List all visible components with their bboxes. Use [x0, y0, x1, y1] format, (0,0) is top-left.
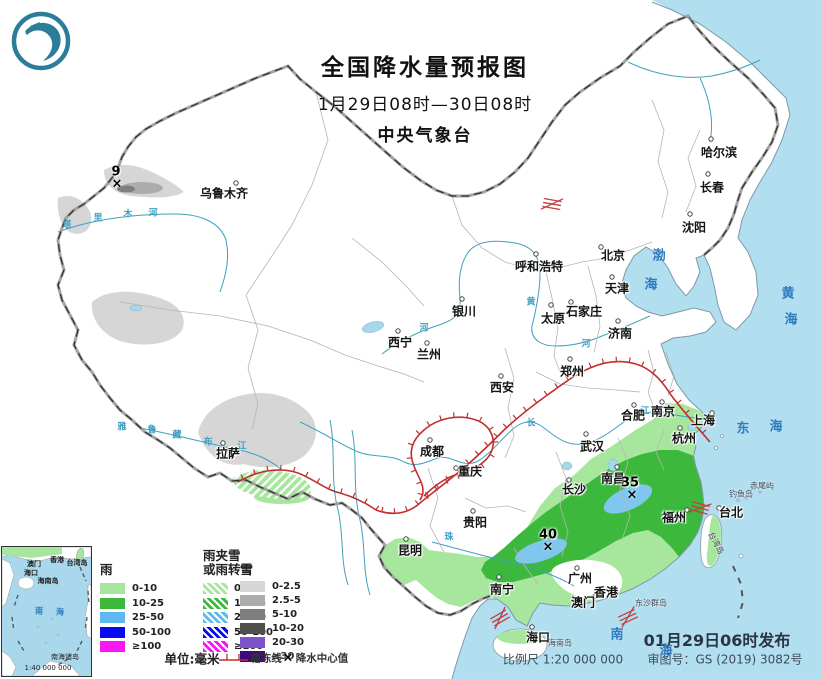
cma-logo — [11, 11, 71, 71]
legend-swatch — [240, 609, 265, 620]
legend-range-label: 10-20 — [272, 623, 304, 634]
legend-range-label: 0-10 — [132, 583, 158, 594]
nine-dash-line — [732, 565, 745, 619]
city-dot — [709, 410, 715, 416]
city-dot — [659, 399, 665, 405]
legend-range-label: 20-30 — [272, 637, 304, 648]
city-dot — [716, 505, 722, 511]
city-dot — [583, 431, 589, 437]
city-dot — [684, 507, 690, 513]
city-dot — [395, 328, 401, 334]
red-hatch-symbol — [688, 501, 712, 515]
legend-column-title: 雨夹雪 — [203, 548, 241, 563]
city-dot — [566, 477, 572, 483]
legend-swatch — [100, 583, 125, 594]
legend-swatch — [240, 595, 265, 606]
city-dot — [533, 251, 539, 257]
legend-swatch — [100, 612, 125, 623]
city-dot — [611, 585, 617, 591]
agency-name: 中央气象台 — [377, 126, 473, 146]
islands — [492, 434, 762, 662]
red-hatch-symbol — [617, 606, 639, 628]
city-dot — [609, 274, 615, 280]
city-dot — [220, 440, 226, 446]
legend-range-label: 0-2.5 — [272, 581, 301, 592]
legend-swatch — [100, 627, 125, 638]
city-dot — [614, 464, 620, 470]
legend-range-label: 25-50 — [132, 612, 164, 623]
city-dot — [453, 465, 459, 471]
city-dot — [233, 180, 239, 186]
city-dot — [677, 425, 683, 431]
legend-column-title: 雪 — [240, 562, 253, 577]
legend-swatch — [203, 641, 228, 652]
city-dot — [631, 402, 637, 408]
coastline — [451, 1, 791, 679]
province-boundaries — [119, 91, 701, 585]
page-title: 全国降水量预报图 — [321, 55, 529, 81]
legend-swatch — [203, 583, 228, 594]
city-dot — [403, 536, 409, 542]
red-hatch-symbol — [540, 197, 564, 211]
legend-column-title: 雨 — [100, 562, 113, 577]
city-dot — [574, 565, 580, 571]
frost-line-symbol — [219, 654, 248, 661]
legend-swatch — [240, 637, 265, 648]
city-dot — [687, 211, 693, 217]
city-dot — [548, 302, 554, 308]
legend-column-title: 或雨转雪 — [203, 562, 254, 577]
city-dot — [598, 244, 604, 250]
legend-swatch — [240, 651, 265, 662]
city-dot — [496, 574, 502, 580]
legend-range-label: 2.5-5 — [272, 595, 301, 606]
city-dot — [529, 624, 535, 630]
south-china-sea-inset: 澳门 香港 台湾岛 海口 海南岛南海南海诸岛 1:40 000 000 — [1, 546, 92, 677]
legend-range-label: ≥30 — [272, 651, 295, 662]
frost-line — [237, 356, 711, 515]
legend-swatch — [203, 612, 228, 623]
city-dot — [705, 171, 711, 177]
legend-swatch — [240, 623, 265, 634]
city-dot — [568, 299, 574, 305]
legend-range-label: 5-10 — [272, 609, 298, 620]
legend-swatch — [203, 627, 228, 638]
city-dot — [591, 594, 597, 600]
red-hatch-symbol — [489, 606, 511, 630]
legend-range-label: 10-25 — [132, 598, 164, 609]
lakes — [129, 304, 697, 472]
city-dots — [220, 136, 722, 630]
rain-regions — [232, 403, 706, 626]
legend-swatch — [100, 598, 125, 609]
city-dot — [615, 318, 621, 324]
legend-swatch — [203, 598, 228, 609]
inset-map-canvas — [2, 547, 91, 676]
city-dot — [708, 136, 714, 142]
national-border — [56, 14, 780, 617]
forecast-period: 1月29日08时—30日08时 — [317, 95, 533, 115]
city-dot — [567, 356, 573, 362]
city-dot — [427, 437, 433, 443]
legend-swatch — [100, 641, 125, 652]
legend-swatch — [240, 581, 265, 592]
coastal-red-marks — [489, 197, 712, 630]
map-title-block: 全国降水量预报图 1月29日08时—30日08时 中央气象台 — [250, 48, 600, 146]
legend-range-label: 50-100 — [132, 627, 171, 638]
city-dot — [498, 373, 504, 379]
city-dot — [459, 296, 465, 302]
city-dot — [470, 508, 476, 514]
legend-range-label: ≥100 — [132, 641, 162, 652]
city-dot — [424, 340, 430, 346]
